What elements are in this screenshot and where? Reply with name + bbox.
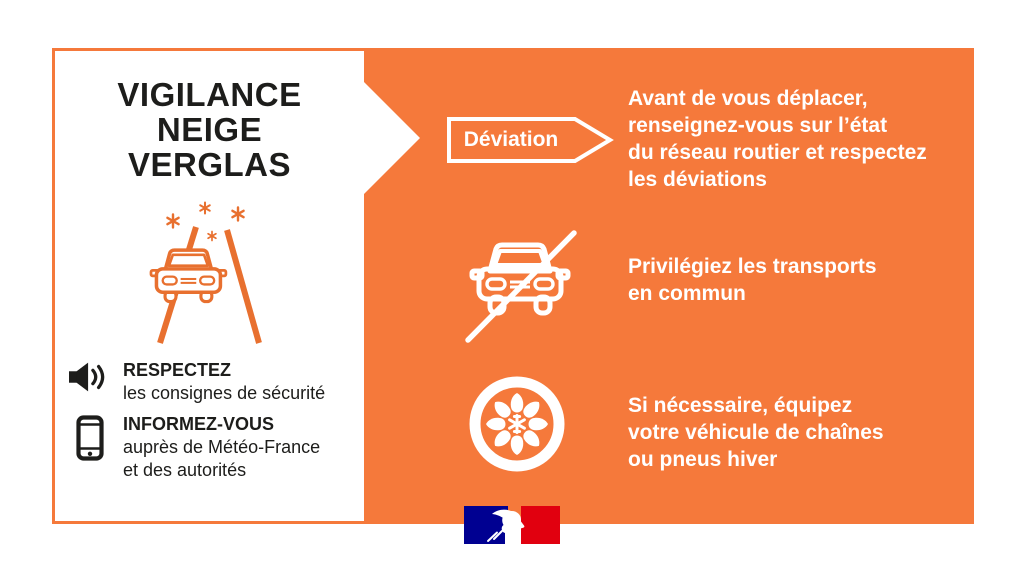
recommendation-text-deviations: Avant de vous déplacer, renseignez-vous … (628, 87, 927, 191)
snowflake-icon (508, 414, 526, 434)
advice-respectez: RESPECTEZ les consignes de sécurité (68, 359, 325, 405)
recommendation-text-equipement: Si nécessaire, équipez votre véhicule de… (628, 394, 884, 471)
advice-informez-heading: INFORMEZ-VOUS (123, 414, 274, 434)
marianne-french-government-logo (464, 506, 560, 544)
car-on-snowy-road-icon (149, 201, 262, 344)
advice-informez-body: auprès de Météo-France et des autorités (123, 437, 321, 480)
advice-respectez-body: les consignes de sécurité (123, 383, 326, 403)
prohibition-slash (465, 230, 577, 343)
page-title: VIGILANCE NEIGE VERGLAS (117, 76, 302, 183)
orange-banner: VIGILANCE NEIGE VERGLAS (52, 48, 974, 524)
advice-respectez-heading: RESPECTEZ (123, 360, 232, 380)
deviation-sign-label: Déviation (463, 128, 559, 151)
winter-tire-icon (469, 376, 565, 472)
deviation-sign: Déviation (446, 116, 616, 164)
recommendation-text-transports: Privilégiez les transports en commun (628, 255, 877, 305)
smartphone-icon (76, 415, 104, 461)
loudspeaker-icon (69, 362, 105, 392)
title-panel: VIGILANCE NEIGE VERGLAS (55, 51, 364, 521)
panel-arrow-pointer (364, 82, 420, 194)
no-car-icon (465, 230, 577, 343)
deviation-sign-outline (447, 117, 614, 163)
advice-informez-vous: INFORMEZ-VOUS auprès de Météo-France et … (68, 413, 320, 482)
